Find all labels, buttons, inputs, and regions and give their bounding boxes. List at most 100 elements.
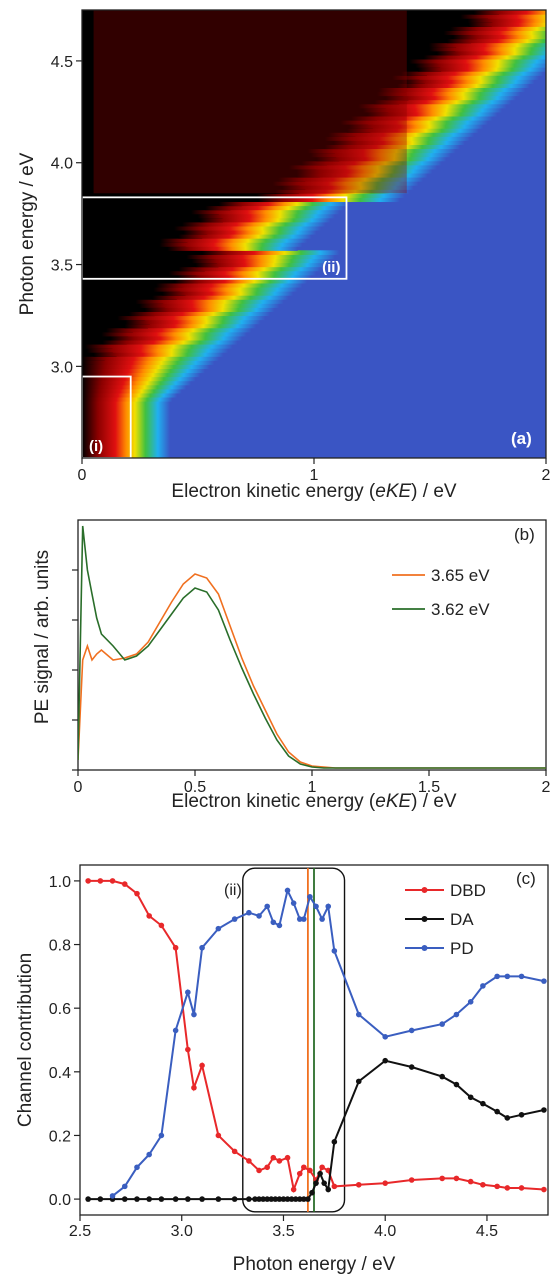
heatmap-cell [82,136,352,141]
data-point [276,1196,283,1202]
data-point [301,1164,307,1171]
heatmap-cell [82,319,150,325]
channels-legend: DBD DA PD [405,881,486,958]
heatmap-y-tick-label: 3.5 [51,258,73,275]
heatmap-cell [82,234,203,239]
heatmap-cell [82,124,374,129]
heatmap-cell [385,95,516,101]
heatmap-cell [374,99,512,105]
heatmap-cell [307,148,456,154]
heatmap-cell [82,372,201,378]
channels-y-axis-label: Channel contribution [15,953,36,1127]
heatmap-cell [82,229,208,235]
data-point [296,1196,303,1202]
spectra-axes: 0 0.5 1 1.5 2 [72,569,551,796]
heatmap-cell [82,115,377,121]
heatmap-cell [82,445,171,451]
panel-a-heatmap: (i) (ii) 0 1 2 3.0 3.5 4.0 4.5 (a) Electron kin… [17,9,551,502]
data-point [158,922,165,929]
heatmap-cell [178,266,321,272]
data-point [172,944,179,951]
heatmap-cell [153,286,298,292]
data-point [97,1196,104,1202]
data-point [288,1196,295,1202]
heatmap-cell [82,413,171,418]
heatmap-cell [124,323,256,329]
data-point [301,1196,307,1202]
heatmap-cell [82,286,181,292]
data-point [408,1064,415,1070]
heatmap-cell [82,380,192,386]
spectra-x-tick-label: 0.5 [184,779,206,796]
heatmap-cell [82,278,199,284]
data-point [264,903,271,910]
data-point [256,1196,262,1202]
data-point [109,878,116,884]
heatmap-cell [186,254,335,260]
heatmap-x-tick-label: 1 [310,467,319,484]
heatmap-cell [82,388,182,394]
data-point [307,1167,313,1174]
heatmap-cell [274,189,410,194]
heatmap-cell [82,392,178,398]
heatmap-cell [82,128,371,133]
heatmap-cell [82,311,155,317]
data-point [296,1170,303,1177]
heatmap-cell [82,258,217,264]
heatmap-cell [350,115,493,121]
data-point [518,1111,525,1118]
heatmap-cell [415,62,546,68]
heatmap-cell [82,144,349,150]
heatmap-cell [362,107,502,113]
heatmap-cell [167,246,298,251]
channels-x-tick-label: 4.0 [374,1223,396,1240]
data-point [231,916,238,922]
data-point [121,1196,128,1202]
channels-y-tick-label: 0.6 [49,1001,71,1018]
data-point [185,1046,191,1053]
data-point [319,916,325,922]
data-point [290,1186,297,1193]
heatmap-cell [156,282,303,288]
heatmap-cell [82,50,460,56]
heatmap-cell [195,262,326,268]
data-point [264,1164,271,1171]
heatmap-cell [82,303,165,308]
heatmap-cell [429,46,546,52]
legend-label: DA [450,910,474,929]
heatmap-cell [467,18,546,23]
heatmap-cell [82,270,197,276]
heatmap-cell [82,95,409,101]
heatmap-cell [82,67,442,72]
data-point [134,890,140,897]
data-point [325,903,332,910]
data-point [494,1183,500,1190]
panel-b-spectra: 0 0.5 1 1.5 2 (b) 3.65 eV 3.62 eV Electron ki… [32,519,551,812]
channels-y-tick-label: 1.0 [49,874,71,891]
heatmap-cell [139,303,280,308]
heatmap-cell [436,50,546,56]
heatmap-cell [197,213,335,219]
panel-b-label: (b) [514,525,535,544]
heatmap-cell [333,140,465,145]
heatmap-cell [82,160,327,166]
heatmap-cell [443,30,546,36]
data-point [85,1196,91,1202]
data-point [121,1183,128,1190]
heatmap-cell [82,91,404,97]
heatmap-axes: 0 1 2 3.0 3.5 4.0 4.5 [51,54,551,484]
heatmap-cell [159,242,303,247]
data-point [331,1183,338,1190]
data-point [185,1196,191,1202]
heatmap-cell [409,58,546,64]
heatmap-cell [82,396,173,402]
heatmap-cell [82,376,196,382]
heatmap-cell [324,136,470,141]
heatmap-cell [102,339,238,345]
data-point [325,1186,332,1193]
data-point [355,1011,362,1018]
heatmap-cell [82,54,450,60]
data-point [246,909,252,916]
channels-x-tick-label: 2.5 [69,1223,91,1240]
data-point [439,1175,445,1182]
